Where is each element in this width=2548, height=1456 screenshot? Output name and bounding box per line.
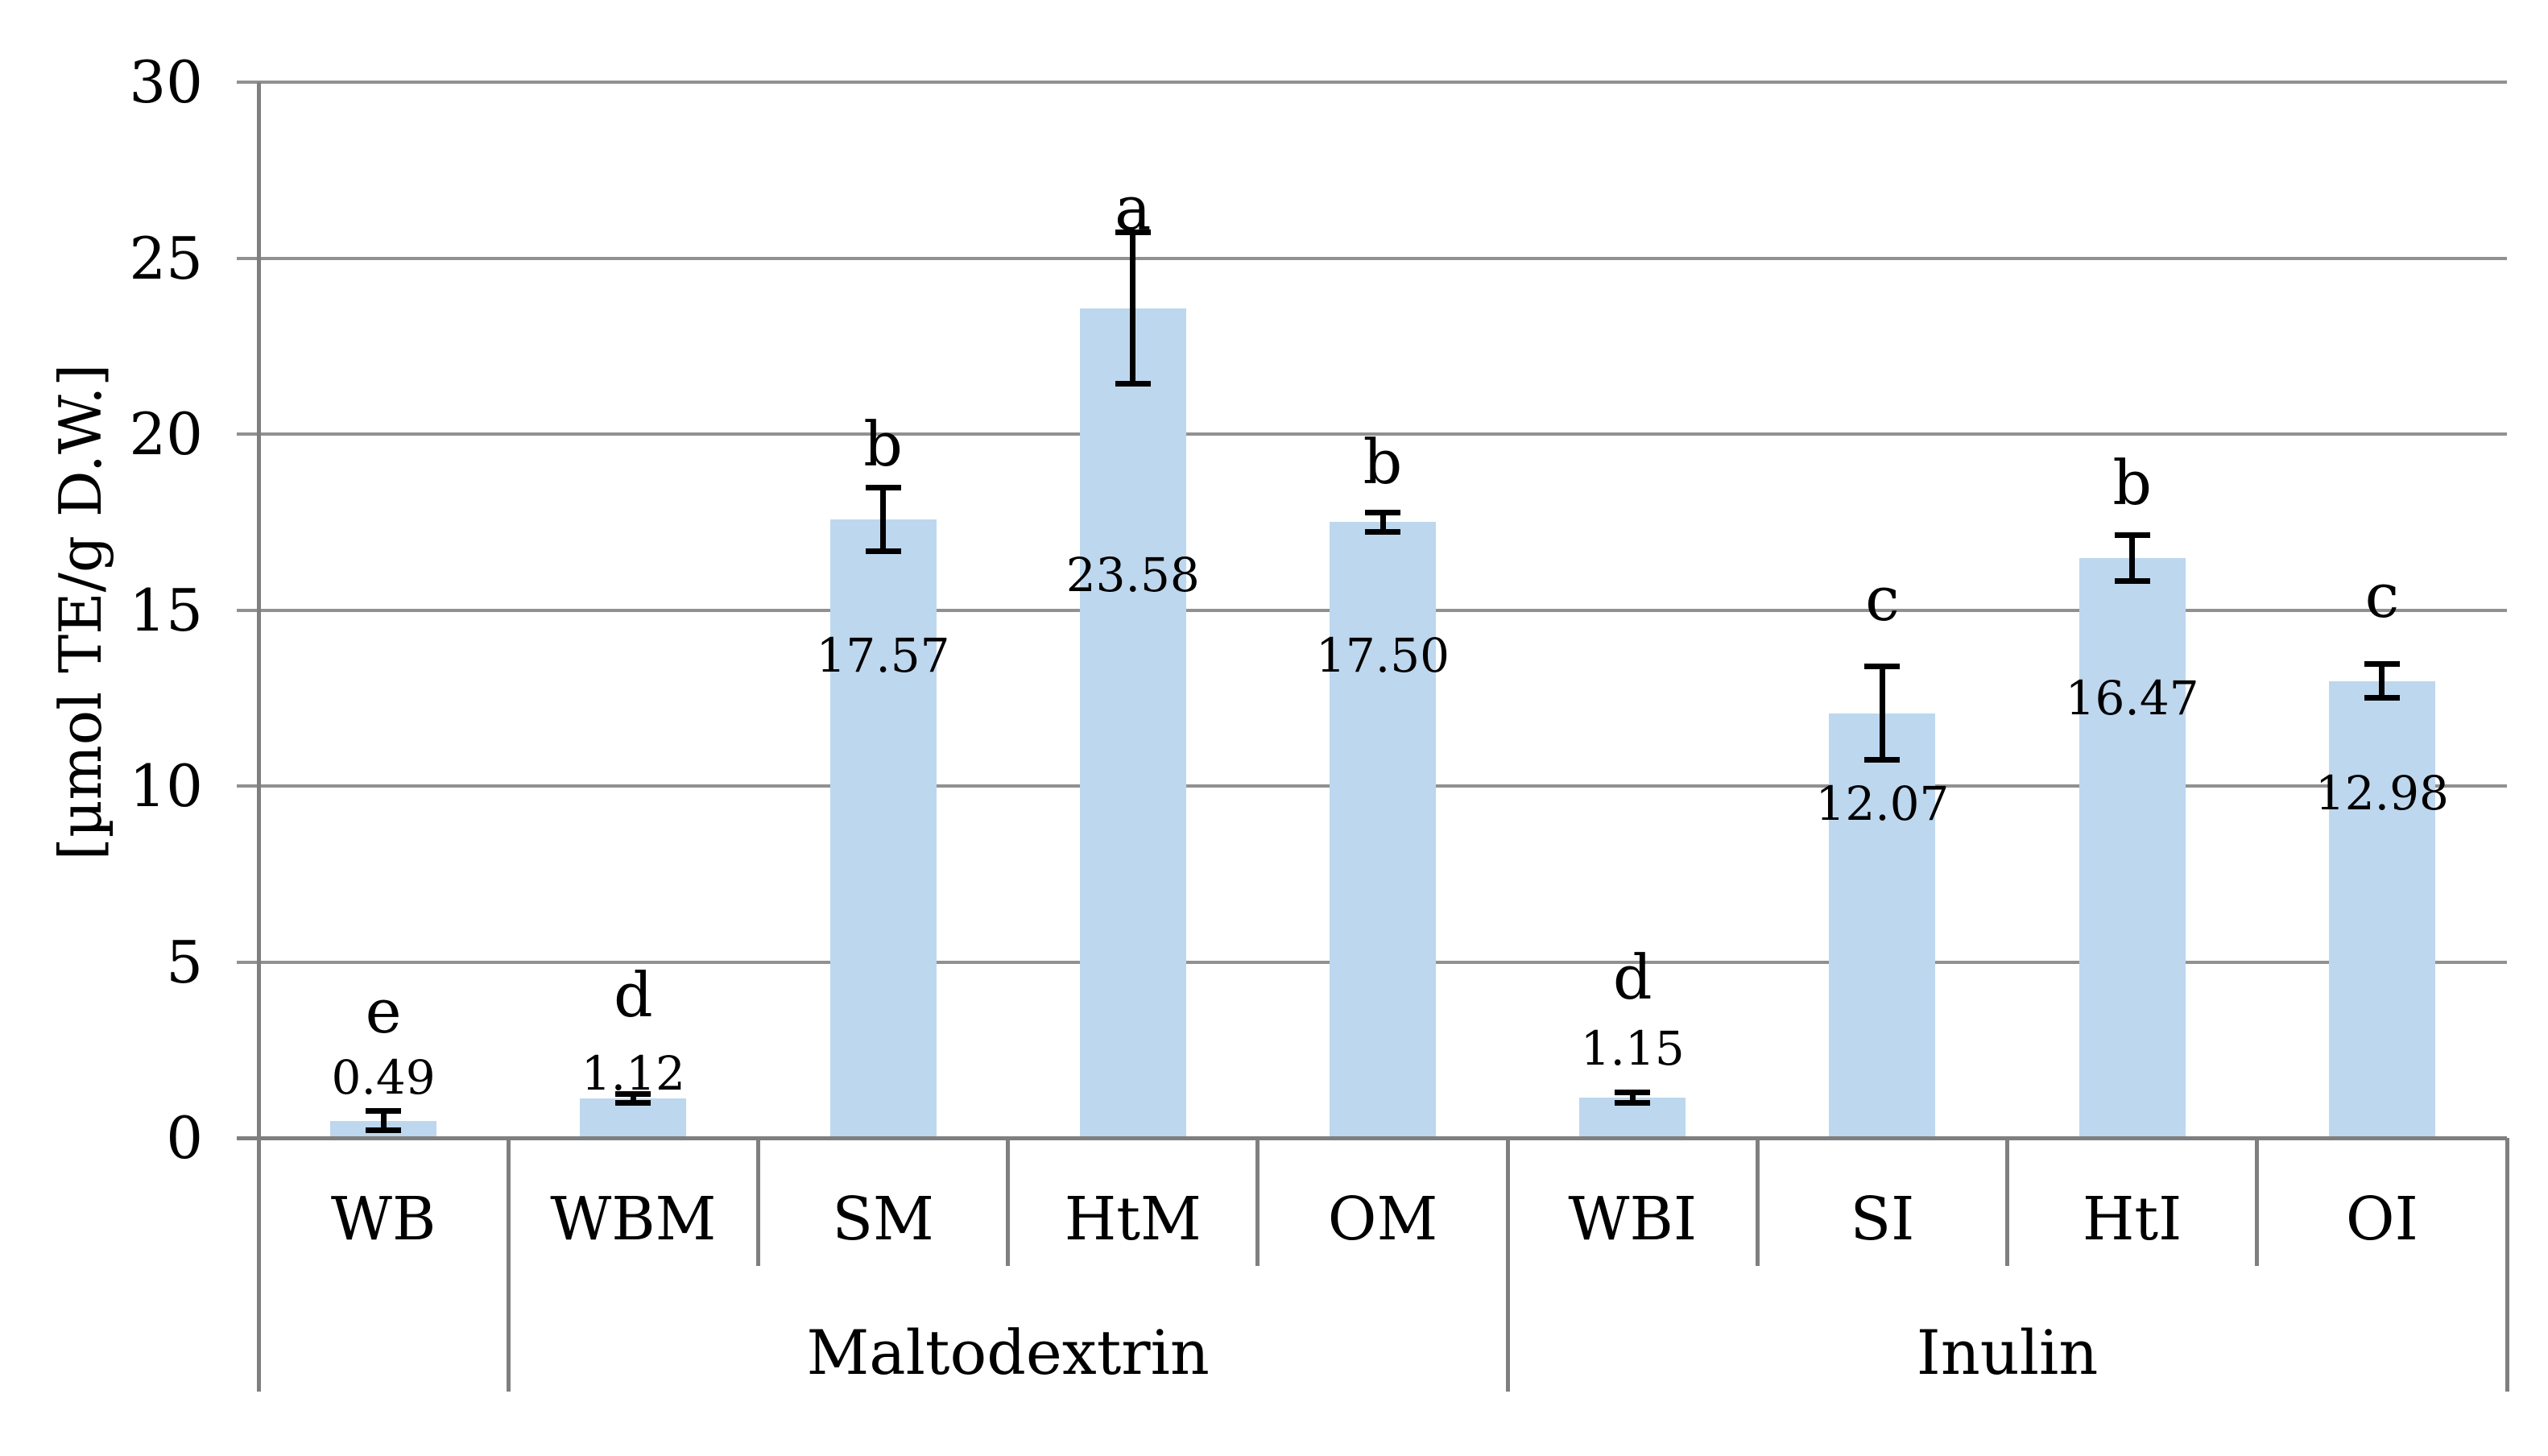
- error-bar-line-OM: [1379, 512, 1386, 532]
- y-tick-label-15: 15: [129, 576, 203, 644]
- error-bar-cap-bottom-WBM: [615, 1099, 651, 1106]
- error-bar-cap-top-HtI: [2114, 532, 2150, 539]
- value-label-WBM: 1.12: [581, 1046, 685, 1102]
- bar-SI: [1829, 713, 1936, 1138]
- category-label-WBM: WBM: [550, 1185, 717, 1254]
- category-divider-6: [1755, 1138, 1760, 1266]
- x-axis-line: [237, 1136, 2507, 1140]
- category-divider-4: [1255, 1138, 1260, 1266]
- sig-letter-HtM: a: [1115, 172, 1152, 245]
- category-label-OI: OI: [2345, 1185, 2418, 1254]
- bar-SM: [829, 519, 937, 1138]
- category-label-OM: OM: [1327, 1185, 1438, 1254]
- y-tick-label-30: 30: [129, 48, 203, 116]
- error-bar-line-SM: [880, 487, 887, 552]
- bar-HtI: [2079, 558, 2186, 1138]
- error-bar-cap-bottom-WB: [366, 1127, 402, 1133]
- sig-letter-OM: b: [1363, 425, 1403, 498]
- error-bar-line-WB: [380, 1111, 387, 1131]
- value-label-HtI: 16.47: [2065, 670, 2199, 726]
- error-bar-cap-top-OM: [1365, 509, 1400, 515]
- bar-OM: [1330, 522, 1436, 1138]
- category-divider-2: [755, 1138, 760, 1266]
- category-divider-7: [2005, 1138, 2010, 1266]
- y-tick-label-20: 20: [129, 400, 203, 468]
- error-bar-cap-top-WBI: [1615, 1089, 1651, 1095]
- category-divider-1: [506, 1138, 511, 1392]
- error-bar-cap-bottom-SM: [865, 548, 901, 555]
- category-label-SM: SM: [832, 1185, 934, 1254]
- error-bar-cap-top-HtM: [1115, 230, 1151, 236]
- gridline-y30: [237, 81, 2507, 84]
- category-label-WB: WB: [330, 1185, 436, 1254]
- sig-letter-SM: b: [863, 408, 903, 481]
- value-label-OM: 17.50: [1315, 628, 1450, 684]
- gridline-y25: [237, 256, 2507, 260]
- category-label-WBI: WBI: [1568, 1185, 1698, 1254]
- error-bar-line-HtI: [2129, 535, 2136, 581]
- value-label-WBI: 1.15: [1580, 1020, 1685, 1076]
- error-bar-line-WBM: [630, 1094, 636, 1103]
- error-bar-cap-bottom-WBI: [1615, 1099, 1651, 1106]
- y-axis-line: [256, 82, 261, 1392]
- category-divider-9: [2505, 1138, 2509, 1392]
- error-bar-cap-bottom-OM: [1365, 528, 1400, 535]
- error-bar-line-OI: [2379, 664, 2385, 698]
- sig-letter-HtI: b: [2112, 447, 2152, 519]
- y-tick-label-5: 5: [166, 928, 203, 996]
- error-bar-line-HtM: [1130, 232, 1136, 384]
- sig-letter-WBI: d: [1612, 941, 1652, 1014]
- bar-OI: [2328, 680, 2435, 1138]
- value-label-SM: 17.57: [816, 628, 950, 684]
- error-bar-cap-bottom-HtM: [1115, 381, 1151, 387]
- category-label-HtI: HtI: [2082, 1185, 2182, 1254]
- category-divider-3: [1006, 1138, 1011, 1266]
- sig-letter-SI: c: [1865, 563, 1900, 635]
- sig-letter-WB: e: [365, 974, 402, 1047]
- error-bar-cap-top-WBM: [615, 1091, 651, 1098]
- value-label-OI: 12.98: [2314, 765, 2449, 821]
- error-bar-cap-top-WB: [366, 1108, 402, 1115]
- category-divider-8: [2255, 1138, 2260, 1266]
- bar-HtM: [1079, 308, 1186, 1138]
- category-divider-5: [1505, 1138, 1510, 1392]
- error-bar-cap-bottom-HtI: [2114, 578, 2150, 585]
- category-label-HtM: HtM: [1064, 1185, 1202, 1254]
- value-label-WB: 0.49: [331, 1050, 436, 1106]
- y-tick-label-25: 25: [129, 224, 203, 292]
- error-bar-cap-bottom-OI: [2364, 695, 2400, 701]
- error-bar-cap-top-SI: [1864, 664, 1901, 670]
- value-label-SI: 12.07: [1815, 776, 1950, 831]
- sig-letter-OI: c: [2364, 560, 2400, 632]
- group-label-inulin: Inulin: [1916, 1317, 2099, 1388]
- group-label-maltodextrin: Maltodextrin: [806, 1317, 1210, 1388]
- sig-letter-WBM: d: [614, 959, 653, 1031]
- error-bar-line-WBI: [1629, 1092, 1636, 1103]
- y-tick-label-0: 0: [166, 1104, 203, 1172]
- category-label-SI: SI: [1850, 1185, 1915, 1254]
- value-label-HtM: 23.58: [1065, 547, 1200, 602]
- error-bar-line-SI: [1879, 666, 1885, 760]
- y-tick-label-10: 10: [129, 752, 203, 820]
- error-bar-cap-top-OI: [2364, 661, 2400, 668]
- error-bar-cap-bottom-SI: [1864, 756, 1901, 763]
- gridline-y20: [237, 432, 2507, 436]
- error-bar-cap-top-SM: [865, 485, 901, 491]
